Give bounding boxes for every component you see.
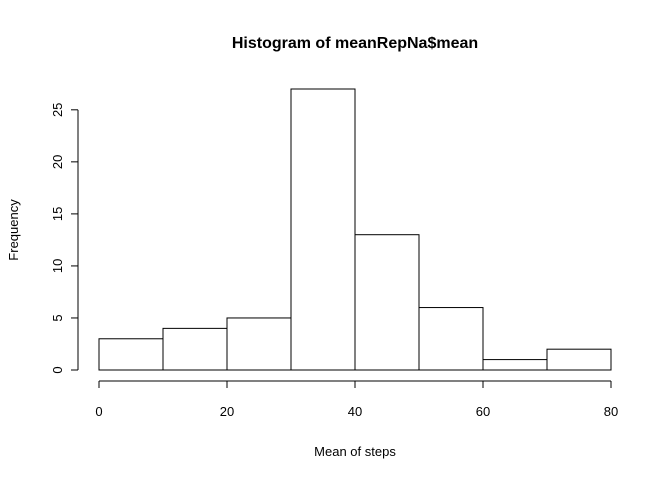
histogram-bar-4 — [354, 234, 420, 371]
y-axis: 0 5 10 15 20 25 — [50, 103, 79, 374]
x-tick-label-4: 80 — [604, 404, 618, 419]
histogram-bar-2 — [226, 317, 292, 371]
y-tick-label-0: 0 — [50, 366, 65, 373]
bars-group — [98, 88, 612, 371]
x-tick-label-3: 60 — [476, 404, 490, 419]
y-tick-label-2: 10 — [50, 259, 65, 273]
chart-title: Histogram of meanRepNa$mean — [232, 35, 478, 52]
x-tick-label-2: 40 — [348, 404, 362, 419]
x-tick-label-1: 20 — [220, 404, 234, 419]
y-tick-label-3: 15 — [50, 207, 65, 221]
y-tick-label-4: 20 — [50, 155, 65, 169]
x-axis-label: Mean of steps — [314, 444, 396, 459]
y-axis-label: Frequency — [6, 199, 21, 261]
histogram-bar-5 — [418, 307, 484, 371]
y-tick-label-1: 5 — [50, 314, 65, 321]
x-axis: 0 20 40 60 80 — [95, 380, 618, 419]
y-tick-label-5: 25 — [50, 103, 65, 117]
histogram-bar-1 — [162, 327, 228, 371]
x-tick-label-0: 0 — [95, 404, 102, 419]
histogram-bar-6 — [482, 359, 548, 371]
histogram-bar-0 — [98, 338, 164, 371]
histogram-bar-3 — [290, 88, 356, 371]
histogram-bar-7 — [546, 348, 612, 371]
